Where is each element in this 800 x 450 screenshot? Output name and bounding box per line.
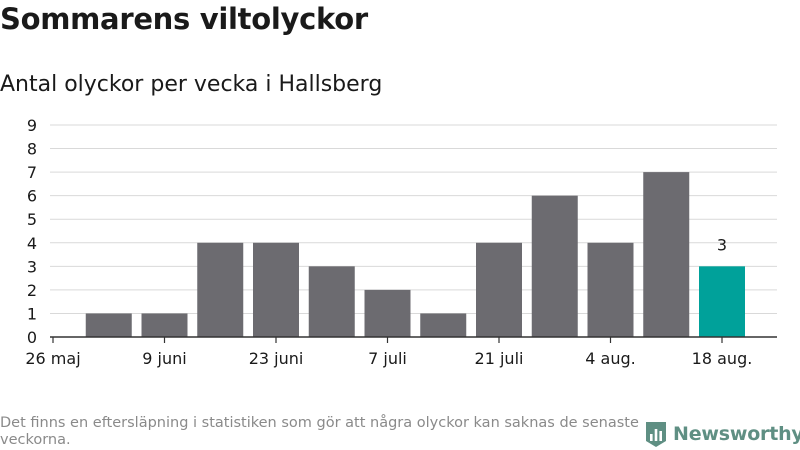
y-tick-label: 2 (27, 281, 37, 300)
y-tick-label: 4 (27, 234, 37, 253)
newsworthy-logo-icon (646, 421, 666, 447)
y-tick-label: 0 (27, 328, 37, 347)
y-tick-label: 1 (27, 304, 37, 323)
brand-logo[interactable]: Newsworthy (645, 420, 800, 448)
bar (643, 172, 690, 337)
bar (531, 195, 578, 337)
footnote: Det finns en eftersläpning i statistiken… (0, 415, 639, 448)
bar (197, 242, 244, 337)
bar (308, 266, 355, 337)
x-tick-label: 4 aug. (585, 349, 635, 368)
bar (85, 313, 132, 337)
bar (476, 242, 522, 337)
bar (699, 266, 745, 337)
x-tick-label: 7 juli (368, 349, 407, 368)
y-tick-label: 6 (27, 187, 37, 206)
x-tick-label: 26 maj (25, 349, 80, 368)
bar (587, 242, 634, 337)
chart-title: Sommarens viltolyckor (0, 2, 368, 36)
y-tick-label: 8 (27, 140, 37, 159)
x-tick-label: 18 aug. (692, 349, 753, 368)
x-tick-label: 23 juni (249, 349, 304, 368)
y-tick-label: 7 (27, 163, 37, 182)
data-label: 3 (717, 235, 727, 254)
bar (364, 289, 411, 337)
y-tick-label: 3 (27, 257, 37, 276)
chart-subtitle: Antal olyckor per vecka i Hallsberg (0, 72, 383, 97)
bar (253, 242, 299, 337)
brand-name: Newsworthy (673, 423, 800, 445)
y-tick-label: 9 (27, 116, 37, 135)
x-tick-label: 21 juli (475, 349, 524, 368)
bar (420, 313, 467, 337)
bar (141, 313, 188, 337)
bar-chart: 0 1 2 3 4 5 6 7 8 9 26 maj 9 juni 23 juni 7 juli 21 ju… (25, 116, 777, 368)
y-tick-label: 5 (27, 210, 37, 229)
x-tick-label: 9 juni (142, 349, 186, 368)
